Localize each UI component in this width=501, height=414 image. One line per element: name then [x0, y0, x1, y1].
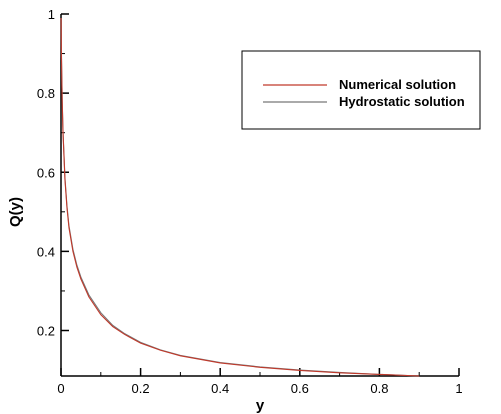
y-axis-title: Q(y): [7, 197, 24, 227]
series-line-numerical: [60, 17, 420, 377]
x-tick-label: 1: [455, 381, 462, 396]
x-tick-label: 0: [57, 381, 64, 396]
x-tick-label: 0.2: [132, 381, 150, 396]
y-tick-label: 0.4: [37, 244, 55, 259]
y-tick-label: 0.6: [37, 165, 55, 180]
legend-label-hydrostatic: Hydrostatic solution: [339, 94, 465, 109]
legend-label-numerical: Numerical solution: [339, 77, 456, 92]
legend: Numerical solution Hydrostatic solution: [241, 50, 481, 130]
y-tick-label: 0.8: [37, 86, 55, 101]
plot-area: 0 0.2 0.4 0.6 0.8 1 0.2 0.4 0.6 0.8 1: [37, 7, 463, 396]
y-tick-label: 0.2: [37, 324, 55, 339]
y-tick-label: 1: [48, 7, 55, 22]
x-tick-label: 0.6: [291, 381, 309, 396]
legend-box: [241, 50, 481, 130]
x-axis-title: y: [256, 397, 265, 414]
x-tick-label: 0.8: [370, 381, 388, 396]
x-tick-label: 0.4: [211, 381, 229, 396]
